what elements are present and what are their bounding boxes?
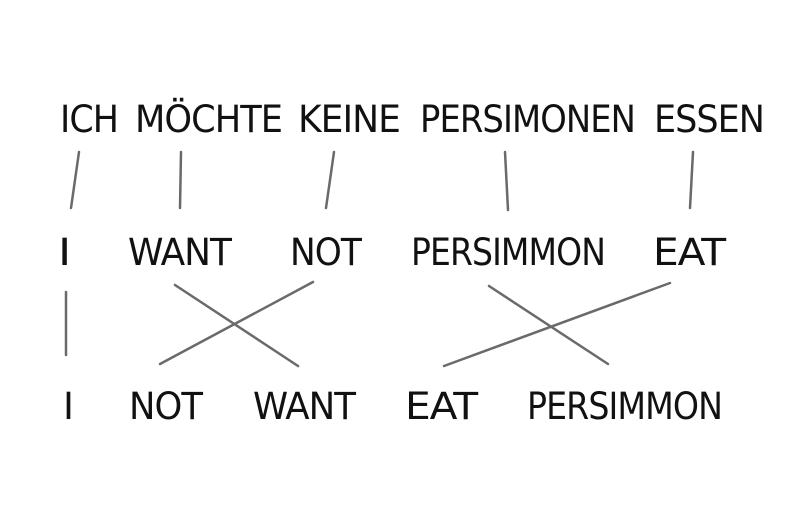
literal-word-want: WANT	[128, 231, 232, 274]
connector-persimmon-to-persimmon	[487, 284, 610, 366]
literal-translation-row: I WANT NOT PERSIMMON EAT	[58, 231, 728, 274]
literal-word-i: I	[58, 231, 70, 274]
literal-word-persimmon: PERSIMMON	[411, 231, 605, 274]
connector-moechte-to-want	[178, 150, 183, 210]
connector-not-to-not	[158, 280, 315, 366]
english-word-persimmon: PERSIMMON	[527, 385, 722, 428]
german-word-ich: ICH	[60, 98, 118, 141]
german-word-keine: KEINE	[298, 98, 400, 141]
german-word-moechte: MÖCHTE	[135, 98, 282, 141]
english-order-row: I NOT WANT EAT PERSIMMON	[63, 385, 723, 428]
literal-word-not: NOT	[290, 231, 362, 274]
literal-to-english-connectors	[64, 280, 672, 368]
english-word-not: NOT	[129, 385, 203, 428]
connector-essen-to-eat	[688, 150, 695, 210]
german-word-persimonen: PERSIMONEN	[420, 98, 635, 141]
connector-keine-to-not	[324, 150, 336, 210]
english-word-want: WANT	[253, 385, 356, 428]
german-to-literal-connectors	[69, 150, 695, 212]
german-sentence-row: ICH MÖCHTE KEINE PERSIMONEN ESSEN	[60, 98, 765, 141]
connector-persimonen-to-persimmon	[503, 150, 510, 212]
connector-eat-to-eat	[442, 281, 672, 368]
connector-want-to-want	[173, 283, 300, 368]
connector-ich-to-i	[69, 150, 81, 210]
english-word-i: I	[63, 385, 73, 428]
german-word-essen: ESSEN	[654, 98, 764, 141]
english-word-eat: EAT	[405, 385, 479, 428]
literal-word-eat: EAT	[653, 231, 727, 274]
